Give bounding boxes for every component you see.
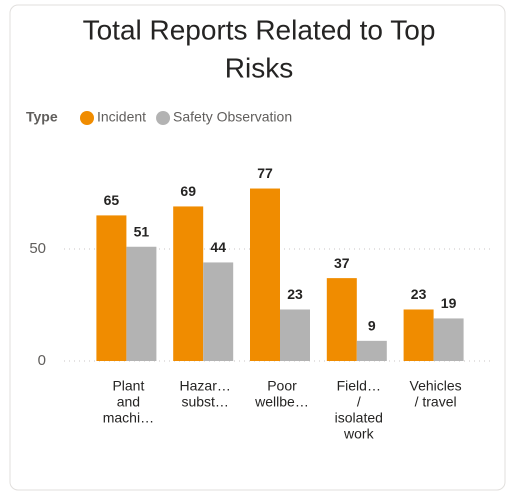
data-label: 37 <box>334 255 350 271</box>
x-tick-label: work <box>343 426 375 442</box>
chart-title: Risks <box>225 52 293 83</box>
data-label: 51 <box>134 223 150 239</box>
bar <box>356 340 387 361</box>
bar <box>403 309 434 361</box>
x-tick-label: Hazar… <box>180 378 231 394</box>
x-tick-label: machi… <box>103 410 154 426</box>
data-label: 23 <box>287 286 303 302</box>
x-tick-label: Poor <box>267 378 297 394</box>
bar <box>173 206 204 361</box>
bar <box>126 246 157 361</box>
data-label: 9 <box>368 318 376 334</box>
legend-title: Type <box>26 109 58 125</box>
legend-label: Safety Observation <box>173 109 292 125</box>
legend-swatch <box>80 111 94 125</box>
chart-title: Total Reports Related to Top <box>83 14 436 45</box>
x-tick-label: isolated <box>335 410 383 426</box>
x-tick-label: Field… <box>337 378 381 394</box>
legend-swatch <box>156 111 171 125</box>
y-tick-label: 0 <box>38 352 46 369</box>
x-tick-label: subst… <box>181 394 228 410</box>
data-label: 23 <box>411 286 427 302</box>
bar <box>326 278 357 361</box>
x-tick-label: / <box>357 394 361 410</box>
data-label: 65 <box>104 192 120 208</box>
bar <box>280 309 310 361</box>
x-tick-label: wellbe… <box>254 394 309 410</box>
data-label: 44 <box>210 239 226 255</box>
x-tick-label: Plant <box>112 378 144 394</box>
bar <box>203 262 234 361</box>
x-tick-label: and <box>117 394 140 410</box>
bar <box>96 215 127 361</box>
bar <box>250 188 280 361</box>
data-label: 19 <box>441 295 457 311</box>
y-tick-label: 50 <box>29 240 46 257</box>
x-tick-label: Vehicles <box>410 378 462 394</box>
legend-label: Incident <box>97 109 146 125</box>
data-label: 77 <box>257 165 273 181</box>
data-label: 69 <box>180 183 196 199</box>
x-tick-label: / travel <box>415 394 457 410</box>
bar <box>433 318 464 361</box>
